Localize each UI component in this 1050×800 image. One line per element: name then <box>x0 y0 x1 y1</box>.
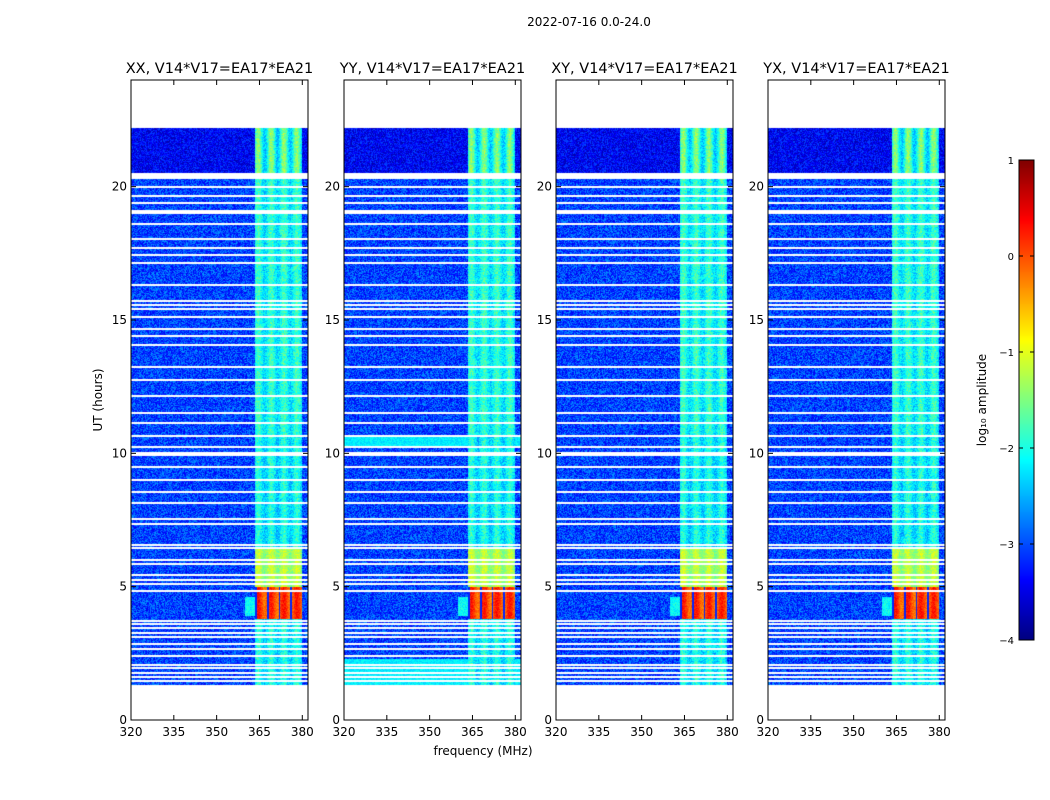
colorbar-label: log₁₀ amplitude <box>975 354 989 446</box>
heatmap-image <box>131 80 308 720</box>
y-axis-label: UT (hours) <box>91 368 105 431</box>
x-tick-label: 335 <box>375 725 398 739</box>
panel-xx: XX, V14*V17=EA17*EA21 320 335 350 365 380 0 5 10… <box>91 61 314 739</box>
axes-frame <box>767 79 946 721</box>
colorbar-gradient <box>1019 160 1034 640</box>
x-tick-label: 335 <box>799 725 822 739</box>
colorbar-tick-label: 1 <box>1008 156 1014 167</box>
y-tick-label: 10 <box>325 446 340 460</box>
panel-yy: YY, V14*V17=EA17*EA21 320 335 350 365 380 0 5 10… <box>325 61 533 758</box>
panels: XX, V14*V17=EA17*EA21 320 335 350 365 380 0 5 10… <box>91 61 951 758</box>
x-tick-label: 350 <box>630 725 653 739</box>
x-tick-label: 365 <box>461 725 484 739</box>
colorbar-tick-label: −3 <box>999 540 1014 551</box>
x-tick-label: 335 <box>162 725 185 739</box>
y-tick-label: 20 <box>112 180 127 194</box>
axes-frame <box>343 79 522 721</box>
x-tick-label: 320 <box>333 725 356 739</box>
x-tick-label: 320 <box>120 725 143 739</box>
x-axis-label: frequency (MHz) <box>433 744 532 758</box>
x-tick-label: 380 <box>291 725 314 739</box>
colorbar: 1 0 −1 −2 −3 −4 log₁₀ amplitude <box>975 156 1035 647</box>
figure-suptitle: 2022-07-16 0.0-24.0 <box>527 15 651 29</box>
y-tick-label: 15 <box>537 313 552 327</box>
y-tick-label: 10 <box>112 446 127 460</box>
y-tick-label: 0 <box>332 713 340 727</box>
panel-title: XY, V14*V17=EA17*EA21 <box>551 61 737 77</box>
y-tick-label: 15 <box>325 313 340 327</box>
y-tick-label: 20 <box>749 180 764 194</box>
y-tick-label: 5 <box>332 580 340 594</box>
colorbar-tick-label: 0 <box>1008 252 1014 263</box>
x-tick-label: 365 <box>673 725 696 739</box>
y-tick-label: 15 <box>112 313 127 327</box>
y-tick-label: 10 <box>537 446 552 460</box>
heatmap-image <box>556 80 733 720</box>
panel-yx: YX, V14*V17=EA17*EA21 320 335 350 365 380 0 5 10… <box>749 61 951 739</box>
x-tick-label: 320 <box>757 725 780 739</box>
panel-title: YY, V14*V17=EA17*EA21 <box>339 61 525 77</box>
panel-title: XX, V14*V17=EA17*EA21 <box>126 61 314 77</box>
colorbar-tick-label: −2 <box>999 444 1014 455</box>
y-tick-label: 15 <box>749 313 764 327</box>
x-tick-label: 365 <box>885 725 908 739</box>
x-tick-label: 365 <box>248 725 271 739</box>
y-tick-label: 5 <box>544 580 552 594</box>
x-tick-label: 380 <box>716 725 739 739</box>
colorbar-tick-label: −4 <box>999 636 1014 647</box>
axes-frame <box>555 79 734 721</box>
panel-xy: XY, V14*V17=EA17*EA21 320 335 350 365 380 0 5 10… <box>537 61 739 739</box>
y-tick-label: 10 <box>749 446 764 460</box>
x-tick-label: 380 <box>928 725 951 739</box>
y-tick-label: 5 <box>756 580 764 594</box>
x-tick-label: 350 <box>205 725 228 739</box>
y-tick-label: 0 <box>119 713 127 727</box>
x-tick-label: 380 <box>504 725 527 739</box>
heatmap-image <box>344 80 521 720</box>
x-tick-label: 320 <box>545 725 568 739</box>
y-tick-label: 20 <box>325 180 340 194</box>
y-tick-label: 5 <box>119 580 127 594</box>
x-tick-label: 350 <box>842 725 865 739</box>
y-tick-label: 0 <box>544 713 552 727</box>
x-tick-label: 350 <box>418 725 441 739</box>
x-tick-label: 335 <box>587 725 610 739</box>
panel-title: YX, V14*V17=EA17*EA21 <box>762 61 949 77</box>
y-tick-label: 0 <box>756 713 764 727</box>
y-tick-label: 20 <box>537 180 552 194</box>
heatmap-image <box>768 80 945 720</box>
colorbar-frame <box>1018 159 1035 641</box>
axes-frame <box>130 79 309 721</box>
colorbar-tick-label: −1 <box>999 348 1014 359</box>
